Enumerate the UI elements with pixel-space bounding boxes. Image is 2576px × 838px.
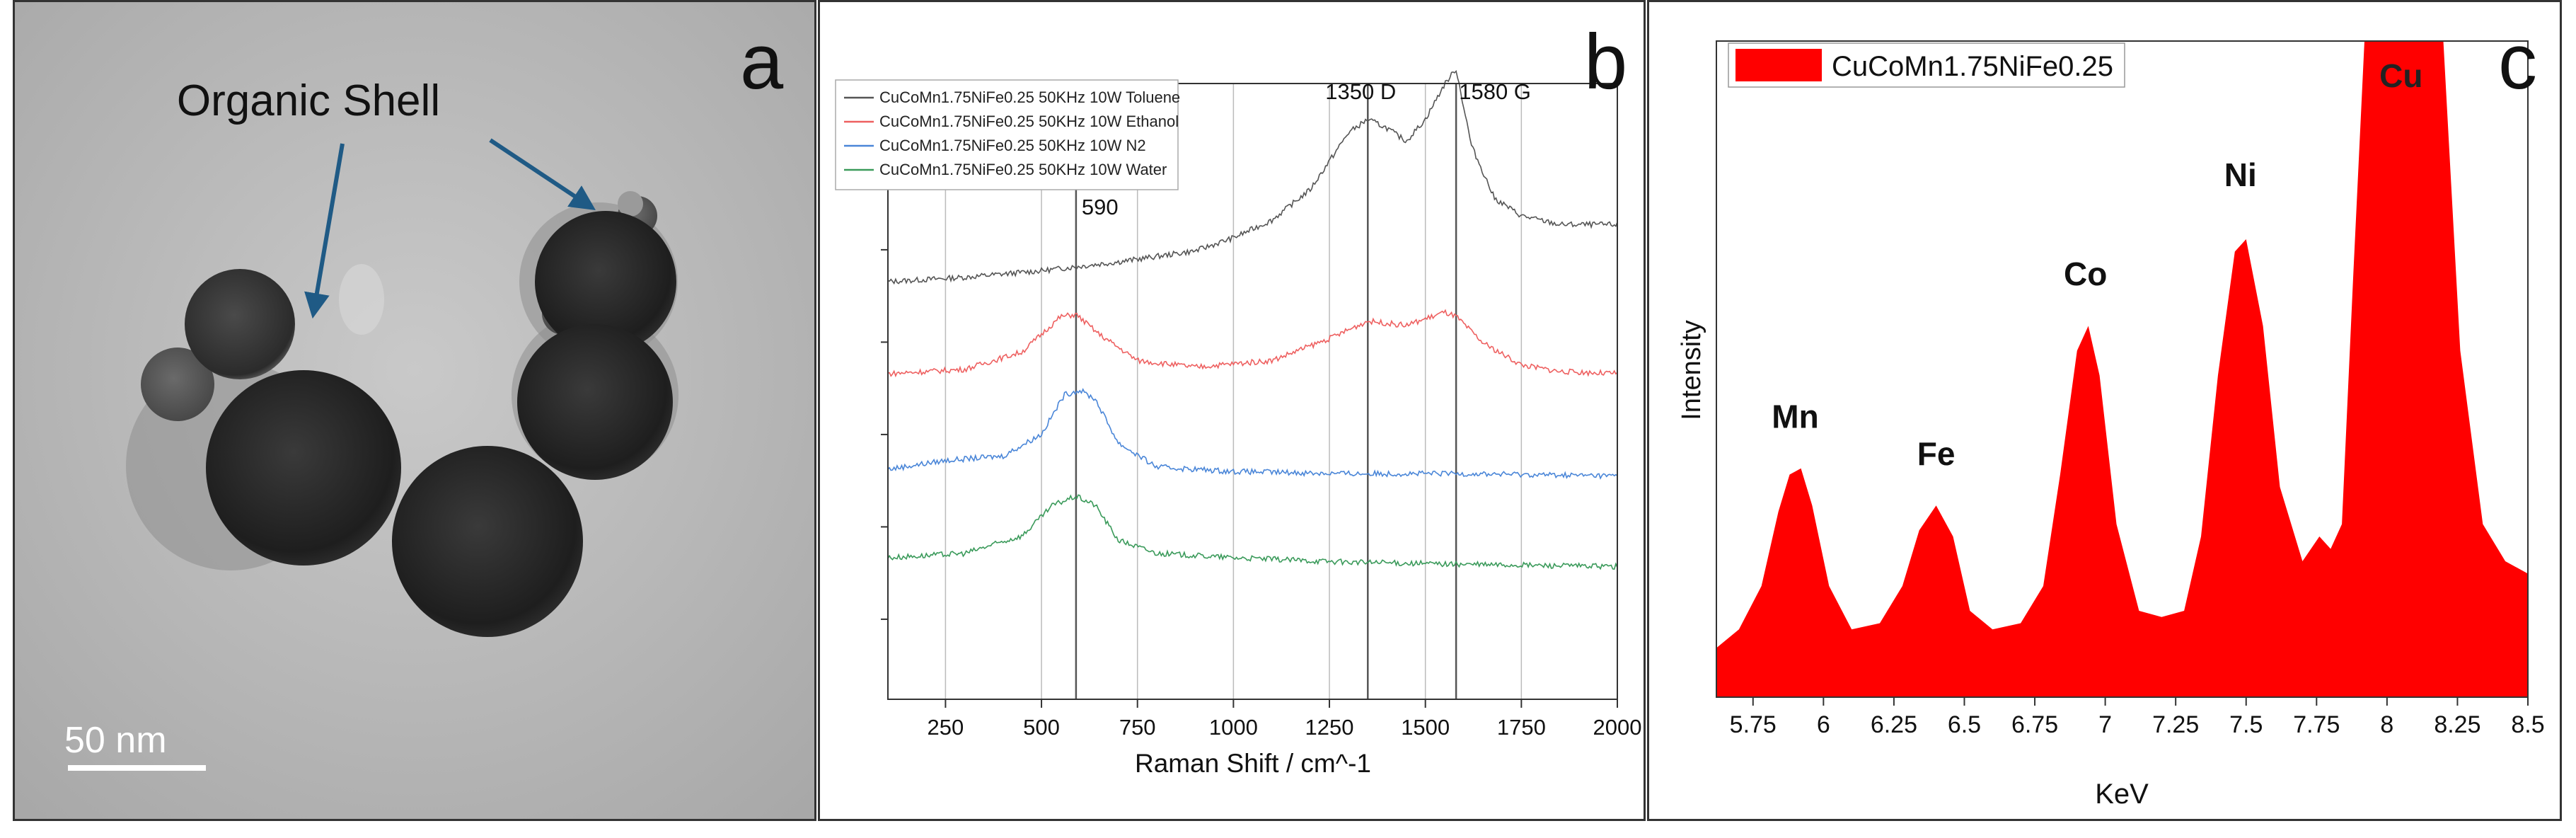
eds-x-axis-label: KeV: [2095, 779, 2149, 810]
arrow-left: [304, 143, 345, 319]
raman-x-tick-label: 1000: [1209, 715, 1258, 740]
peak-label-co: Co: [2064, 256, 2107, 292]
peak-label-g: 1580 G: [1459, 79, 1531, 104]
eds-x-tick-label: 6.25: [1871, 711, 1917, 738]
particle-small: [618, 191, 643, 217]
eds-axes-frame: [1716, 40, 2529, 698]
panel-b-raman-chart: 250 500 750 1000 1250 1500 1750 2000 1350 D 158…: [818, 0, 1646, 821]
legend-label-water: CuCoMn1.75NiFe0.25 50KHz 10W Water: [879, 161, 1167, 178]
legend-label-ethanol: CuCoMn1.75NiFe0.25 50KHz 10W Ethanol: [879, 113, 1179, 130]
raman-legend-box: [835, 79, 1179, 190]
peak-label-d: 1350 D: [1325, 79, 1396, 104]
raman-plot: 250 500 750 1000 1250 1500 1750 2000 1350 D 158…: [835, 69, 1642, 778]
peak-label-ni: Ni: [2224, 156, 2257, 193]
raman-axes-frame: [887, 83, 1618, 700]
eds-spectrum-area: [1716, 41, 2528, 697]
raman-series-line: [887, 309, 1618, 378]
raman-x-tick-label: 1750: [1497, 715, 1546, 740]
raman-x-tick-label: 2000: [1593, 715, 1642, 740]
particle-large: [517, 324, 673, 480]
eds-x-tick-label: 7.25: [2152, 711, 2199, 738]
eds-x-tick-label: 6.75: [2011, 711, 2058, 738]
eds-legend-swatch: [1735, 49, 1822, 81]
eds-x-tick-label: 7.75: [2293, 711, 2340, 738]
particle-small: [185, 269, 295, 379]
eds-x-tick-label: 8.5: [2511, 711, 2544, 738]
raman-legend: CuCoMn1.75NiFe0.25 50KHz 10W Toluene CuC…: [835, 79, 1180, 190]
eds-y-axis-label: Intensity: [1677, 320, 1706, 420]
legend-label-toluene: CuCoMn1.75NiFe0.25 50KHz 10W Toluene: [879, 88, 1180, 106]
peak-label-fe: Fe: [1917, 435, 1956, 472]
raman-series-line: [887, 388, 1618, 480]
panel-letter-b: b: [1584, 18, 1628, 105]
raman-x-tick-label: 500: [1023, 715, 1060, 740]
raman-x-tick-label: 1250: [1305, 715, 1354, 740]
scale-bar: [68, 765, 206, 771]
light-patch: [339, 264, 384, 335]
raman-series-line: [887, 69, 1618, 285]
panel-a-tem-image: Organic Shell 50 nm a: [13, 0, 816, 821]
eds-x-tick-label: 7: [2098, 711, 2112, 738]
eds-x-tick-label: 8: [2380, 711, 2393, 738]
raman-x-tick-label: 1500: [1401, 715, 1450, 740]
particle-large: [392, 446, 583, 637]
eds-x-tick-label: 8.25: [2434, 711, 2480, 738]
raman-x-tick-label: 250: [928, 715, 964, 740]
particle-small: [141, 348, 214, 421]
panel-letter-c: c: [2498, 18, 2537, 105]
eds-legend-label: CuCoMn1.75NiFe0.25: [1832, 51, 2113, 82]
peak-label-cu: Cu: [2379, 57, 2422, 94]
panel-c-eds-chart: 5.75 6 6.25 6.5 6.75 7 7.25 7.5 7.75 8 8.25 8.5 Mn …: [1647, 0, 2562, 821]
legend-label-n2: CuCoMn1.75NiFe0.25 50KHz 10W N2: [879, 137, 1146, 154]
scale-bar-label: 50 nm: [64, 720, 167, 761]
eds-plot: 5.75 6 6.25 6.5 6.75 7 7.25 7.5 7.75 8 8.25 8.5 Mn …: [1677, 40, 2545, 810]
eds-x-tick-label: 5.75: [1730, 711, 1777, 738]
peak-label-mn: Mn: [1772, 398, 1818, 435]
eds-legend: CuCoMn1.75NiFe0.25: [1728, 42, 2125, 88]
eds-x-tick-label: 7.5: [2229, 711, 2263, 738]
tem-micrograph: Organic Shell 50 nm: [15, 2, 814, 819]
raman-x-axis-label: Raman Shift / cm^-1: [1135, 749, 1371, 778]
raman-series-line: [887, 494, 1618, 570]
peak-label-590: 590: [1082, 195, 1119, 219]
panel-letter-a: a: [740, 18, 784, 105]
particle-large: [535, 211, 676, 352]
particle-large: [206, 370, 401, 566]
raman-x-tick-label: 750: [1119, 715, 1156, 740]
eds-x-tick-label: 6.5: [1948, 711, 1981, 738]
arrow-right: [489, 138, 596, 210]
eds-x-tick-label: 6: [1817, 711, 1830, 738]
organic-shell-label: Organic Shell: [177, 76, 440, 125]
